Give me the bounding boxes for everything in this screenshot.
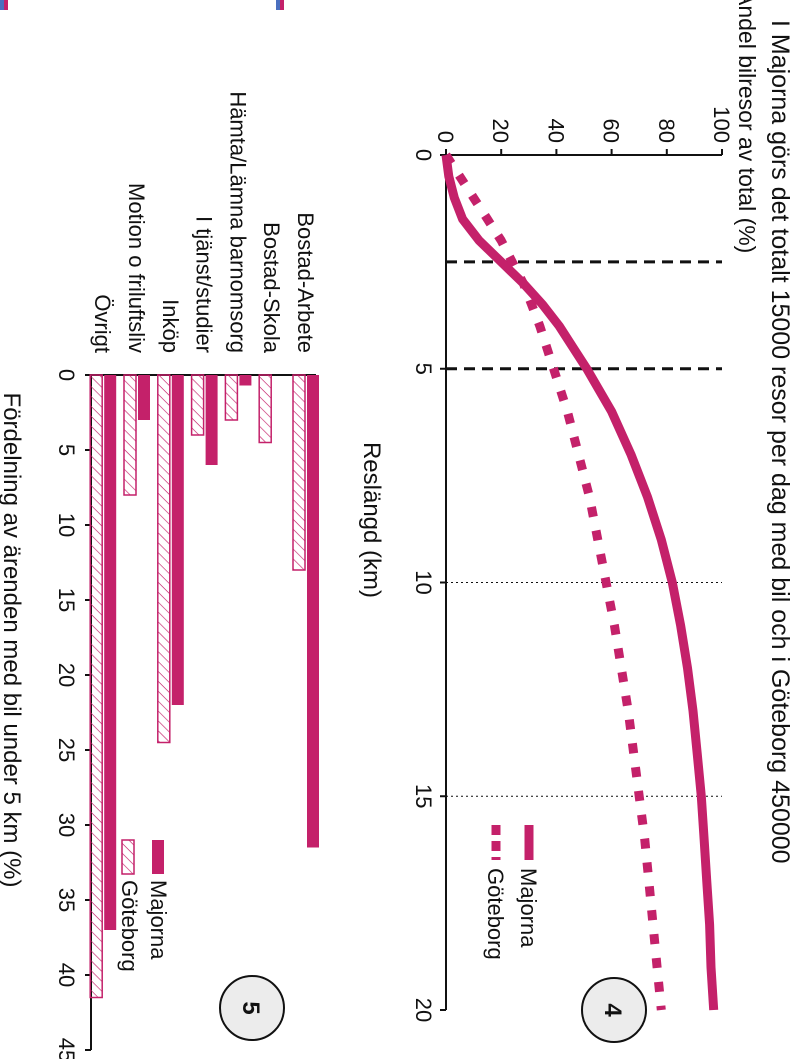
- chart5-bar-goteborg: [89, 374, 103, 999]
- chart4-x-ticks: 0 5 10 15 20: [411, 149, 446, 1022]
- chart4-x-tick-label: 5: [411, 363, 436, 375]
- chart4-x-tick-label: 10: [411, 570, 436, 594]
- chart4-y-tick-label: 100: [709, 106, 734, 143]
- chart4-y-ticks: 0 20 40 60 80 100: [433, 106, 734, 155]
- chart4-y-tick-label: 0: [433, 131, 458, 143]
- chart4-ylabel: Andel bilresor av total (%): [734, 0, 760, 253]
- chart5-category-label: Bostad-Skola: [259, 222, 284, 354]
- chart5-x-tick-label: 40: [54, 963, 79, 987]
- chart5-category-label: Hämta/Lämna barnomsorg: [225, 91, 250, 353]
- chart5-bar-majorna: [138, 375, 150, 420]
- chart5-bar-goteborg: [123, 374, 137, 496]
- chart5-x-tick-label: 10: [54, 513, 79, 537]
- chart5-category-label: Motion o friluftsliv: [124, 183, 149, 353]
- bar-chart-5: Bostad-Arbete Bostad-Skola Hämta/Lämna bar…: [0, 91, 319, 1059]
- chart4-y-tick-label: 40: [543, 119, 568, 143]
- cut-marks: 0 20: [0, 0, 284, 10]
- chart5-bar-goteborg: [224, 374, 239, 421]
- chart4-y-tick-label: 60: [599, 119, 624, 143]
- chart5-x-tick-label: 25: [54, 738, 79, 762]
- chart4-badge-number: 4: [599, 1003, 626, 1017]
- chart4-x-tick-label: 15: [411, 784, 436, 808]
- chart5-x-tick-label: 20: [54, 663, 79, 687]
- chart5-x-tick-label: 30: [54, 813, 79, 837]
- chart5-bar-majorna: [205, 375, 218, 465]
- chart5-badge: 5: [219, 975, 285, 1041]
- chart4-series: [441, 152, 719, 1011]
- line-chart-4: I Majorna görs det totalt 15000 resor pe…: [358, 0, 794, 1043]
- chart5-category-label: I tjänst/studier: [192, 216, 217, 353]
- chart4-badge: 4: [581, 977, 647, 1043]
- chart5-badge-number: 5: [237, 1001, 264, 1014]
- chart5-bar-majorna: [104, 375, 117, 930]
- chart5-x-tick-label: 45: [54, 1038, 79, 1059]
- chart5-categories: Bostad-Arbete Bostad-Skola Hämta/Lämna bar…: [90, 91, 318, 353]
- chart4-series-majorna: [441, 154, 719, 1011]
- chart5-bar-majorna: [307, 375, 319, 848]
- chart5-xlabel: Fördelning av ärenden med bil under 5 km…: [0, 393, 25, 888]
- chart5-category-label: Övrigt: [90, 294, 115, 353]
- chart4-series-goteborg: [442, 152, 666, 1011]
- chart5-bar-majorna: [171, 375, 184, 705]
- chart4-xlabel: Reslängd (km): [358, 442, 385, 598]
- chart4-x-tick-label: 20: [411, 998, 436, 1022]
- chart4-grid-lines: [446, 260, 722, 797]
- chart5-x-ticks: 0 5 10 15 20 25 30 35 40 45: [54, 369, 91, 1059]
- chart5-bars: [89, 374, 319, 999]
- chart4-legend: Majorna Göteborg: [483, 825, 541, 960]
- chart4-x-tick-label: 0: [411, 149, 436, 161]
- chart5-bar-goteborg: [190, 374, 205, 436]
- chart5-x-tick-label: 0: [54, 369, 79, 381]
- chart5-x-tick-label: 35: [54, 888, 79, 912]
- chart5-category-label: Bostad-Arbete: [293, 212, 318, 353]
- chart5-x-tick-label: 5: [54, 444, 79, 456]
- chart5-category-label: Inköp: [158, 299, 183, 353]
- chart5-bar-majorna: [239, 375, 252, 386]
- chart5-legend-goteborg: Göteborg: [117, 880, 142, 972]
- chart5-bar-goteborg: [157, 374, 171, 744]
- chart4-legend-majorna: Majorna: [516, 868, 541, 948]
- chart4-y-tick-label: 80: [654, 119, 679, 143]
- chart4-legend-goteborg: Göteborg: [483, 868, 508, 960]
- chart5-legend: Majorna Göteborg: [117, 839, 171, 972]
- chart4-title: I Majorna görs det totalt 15000 resor pe…: [766, 20, 794, 864]
- chart5-x-tick-label: 15: [54, 588, 79, 612]
- chart5-bar-goteborg: [258, 374, 272, 444]
- chart4-y-tick-label: 20: [488, 119, 513, 143]
- chart5-bar-goteborg: [292, 374, 306, 571]
- chart5-legend-majorna: Majorna: [146, 880, 171, 960]
